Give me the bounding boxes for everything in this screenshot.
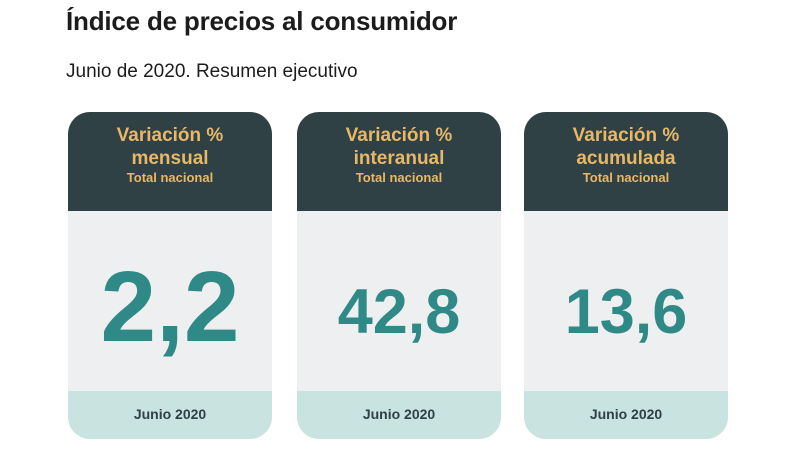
card-scope: Total nacional <box>355 170 443 185</box>
card-title-line1: Variación % <box>116 125 224 146</box>
card-period: Junio 2020 <box>524 391 728 439</box>
card-accumulated-variation: Variación % acumulada Total nacional 13,… <box>524 112 728 439</box>
card-header: Variación % mensual Total nacional <box>68 112 272 211</box>
card-title-line2: acumulada <box>576 148 676 169</box>
page-subtitle: Junio de 2020. Resumen ejecutivo <box>66 61 358 82</box>
card-header: Variación % acumulada Total nacional <box>524 112 728 211</box>
card-value: 42,8 <box>337 277 461 347</box>
card-period: Junio 2020 <box>68 391 272 439</box>
card-header: Variación % interanual Total nacional <box>297 112 501 211</box>
card-title-line2: mensual <box>131 148 209 169</box>
card-value: 2,2 <box>100 251 240 363</box>
card-scope: Total nacional <box>126 170 214 185</box>
card-annual-variation: Variación % interanual Total nacional 42… <box>297 112 501 439</box>
card-monthly-variation: Variación % mensual Total nacional 2,2 J… <box>68 112 272 439</box>
card-period: Junio 2020 <box>297 391 501 439</box>
page-title: Índice de precios al consumidor <box>66 6 458 36</box>
card-title-line1: Variación % <box>345 125 453 146</box>
card-title-line1: Variación % <box>572 125 680 146</box>
card-title-line2: interanual <box>353 148 445 169</box>
card-scope: Total nacional <box>582 170 670 185</box>
card-value: 13,6 <box>564 277 688 347</box>
indicator-cards: Variación % mensual Total nacional 2,2 J… <box>68 112 728 439</box>
